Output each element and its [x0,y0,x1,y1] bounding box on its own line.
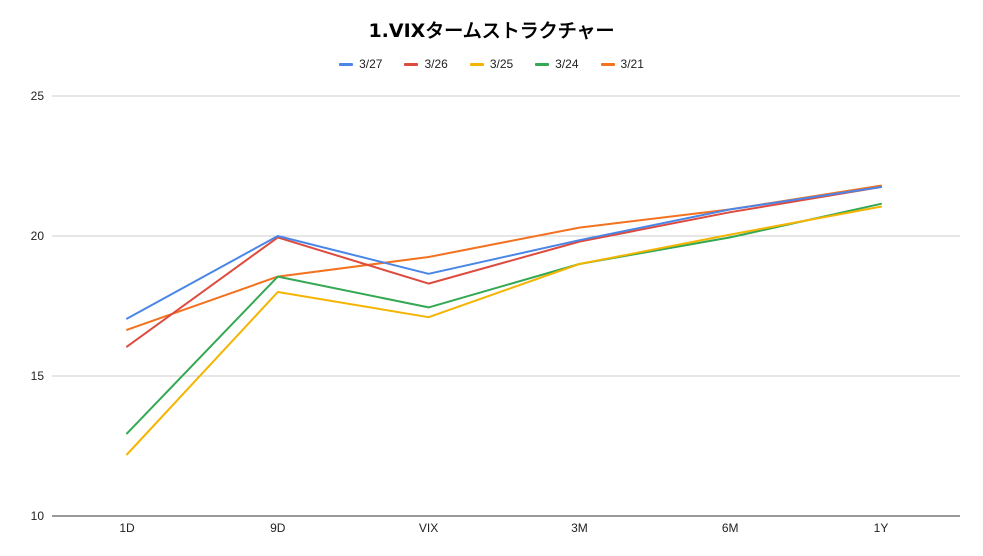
legend-swatch [535,62,550,66]
legend-swatch [339,62,354,66]
y-tick-label: 25 [31,89,45,103]
legend-swatch [469,62,484,66]
legend-label: 3/26 [424,57,448,71]
y-tick-label: 10 [31,509,45,523]
series-line-3-27 [126,186,882,320]
legend: 3/27 3/26 3/25 3/24 3/21 [0,57,983,71]
legend-item: 3/25 [469,57,514,71]
x-tick-label: 1D [119,521,135,535]
legend-swatch [404,62,419,66]
series-line-3-26 [126,186,882,348]
legend-swatch [600,62,615,66]
x-tick-label: 9D [270,521,286,535]
y-tick-label: 15 [31,369,45,383]
legend-item: 3/26 [404,57,448,71]
series-line-3-25 [126,205,882,456]
legend-item: 3/24 [535,57,579,71]
series-line-3-24 [126,202,882,435]
legend-item: 3/21 [600,57,644,71]
x-tick-label: 1Y [874,521,889,535]
x-tick-label: VIX [419,521,438,535]
x-tick-label: 3M [571,521,588,535]
legend-item: 3/27 [339,57,382,71]
y-tick-label: 20 [31,229,45,243]
legend-label: 3/21 [620,57,644,71]
legend-label: 3/25 [489,57,514,71]
chart-title: 1.VIXタームストラクチャー [368,20,615,42]
legend-label: 3/27 [359,57,383,71]
legend-label: 3/24 [555,57,579,71]
x-tick-label: 6M [722,521,739,535]
